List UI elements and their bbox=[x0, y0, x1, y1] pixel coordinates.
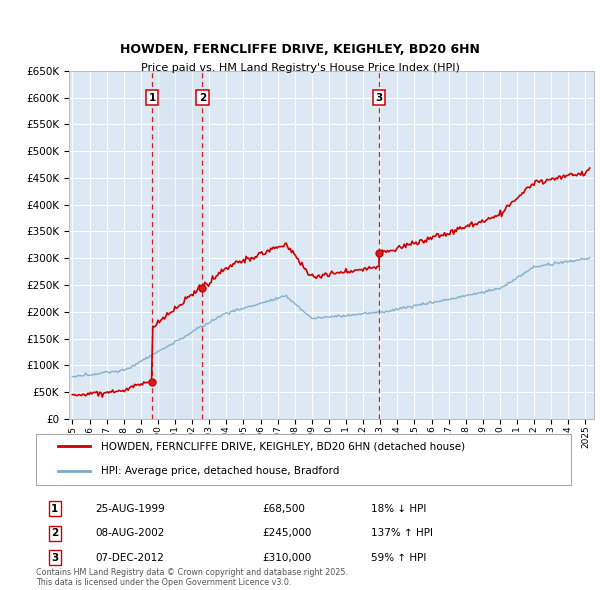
Text: 137% ↑ HPI: 137% ↑ HPI bbox=[371, 528, 433, 538]
Text: 07-DEC-2012: 07-DEC-2012 bbox=[95, 553, 164, 562]
Text: HPI: Average price, detached house, Bradford: HPI: Average price, detached house, Brad… bbox=[101, 466, 339, 476]
Bar bbox=[152, 71, 202, 419]
Text: 3: 3 bbox=[375, 93, 382, 103]
Text: 1: 1 bbox=[148, 93, 155, 103]
Text: £68,500: £68,500 bbox=[263, 504, 305, 514]
Text: HOWDEN, FERNCLIFFE DRIVE, KEIGHLEY, BD20 6HN (detached house): HOWDEN, FERNCLIFFE DRIVE, KEIGHLEY, BD20… bbox=[101, 441, 465, 451]
Text: 08-AUG-2002: 08-AUG-2002 bbox=[95, 528, 165, 538]
Text: HOWDEN, FERNCLIFFE DRIVE, KEIGHLEY, BD20 6HN: HOWDEN, FERNCLIFFE DRIVE, KEIGHLEY, BD20… bbox=[120, 43, 480, 56]
FancyBboxPatch shape bbox=[36, 434, 571, 484]
Text: Contains HM Land Registry data © Crown copyright and database right 2025.
This d: Contains HM Land Registry data © Crown c… bbox=[36, 568, 348, 587]
Text: £310,000: £310,000 bbox=[263, 553, 312, 562]
Text: 59% ↑ HPI: 59% ↑ HPI bbox=[371, 553, 426, 562]
Text: 1: 1 bbox=[51, 504, 59, 514]
Text: Price paid vs. HM Land Registry's House Price Index (HPI): Price paid vs. HM Land Registry's House … bbox=[140, 63, 460, 73]
Text: 2: 2 bbox=[199, 93, 206, 103]
Text: 3: 3 bbox=[51, 553, 59, 562]
Text: £245,000: £245,000 bbox=[263, 528, 312, 538]
Text: 18% ↓ HPI: 18% ↓ HPI bbox=[371, 504, 426, 514]
Text: 2: 2 bbox=[51, 528, 59, 538]
Text: 25-AUG-1999: 25-AUG-1999 bbox=[95, 504, 165, 514]
